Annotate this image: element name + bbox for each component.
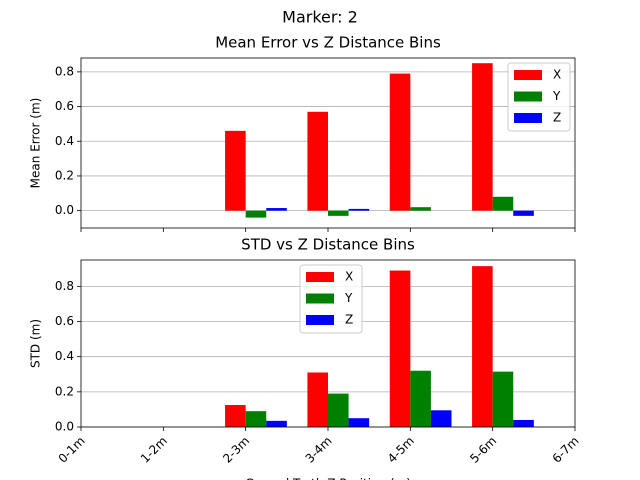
legend-swatch xyxy=(306,315,334,325)
bar xyxy=(513,419,534,427)
bar xyxy=(307,111,328,211)
bar xyxy=(266,420,287,427)
y-tick-label: 0.4 xyxy=(55,349,74,363)
bar xyxy=(245,411,267,427)
legend-label: Z xyxy=(345,313,353,327)
legend-swatch xyxy=(306,272,334,282)
bar xyxy=(307,372,328,427)
y-tick-label: 0.2 xyxy=(55,384,74,398)
y-tick-label: 0.6 xyxy=(55,314,74,328)
axes-title: Mean Error vs Z Distance Bins xyxy=(215,34,441,52)
y-tick-label: 0.8 xyxy=(55,64,74,78)
bar xyxy=(492,371,514,427)
legend-swatch xyxy=(514,91,542,102)
bar xyxy=(225,405,246,427)
axes-title: STD vs Z Distance Bins xyxy=(241,236,415,254)
legend-label: Y xyxy=(552,89,561,103)
y-tick-label: 0.2 xyxy=(55,168,74,182)
y-tick-label: 0.6 xyxy=(55,99,74,113)
y-axis-label: STD (m) xyxy=(29,319,43,368)
y-tick-label: 0.8 xyxy=(55,279,74,293)
legend-label: Z xyxy=(553,111,561,125)
bar xyxy=(472,63,493,211)
y-tick-label: 0.0 xyxy=(55,420,74,434)
legend-swatch xyxy=(306,293,334,304)
bar xyxy=(348,418,370,427)
bar xyxy=(430,410,452,427)
bar xyxy=(225,130,246,211)
bar xyxy=(513,210,534,216)
legend-label: X xyxy=(345,270,353,284)
bar xyxy=(328,393,349,427)
bar xyxy=(472,266,493,427)
bar xyxy=(389,270,411,427)
bar xyxy=(328,210,349,216)
bar xyxy=(266,208,287,211)
x-axis-label: Ground Truth Z Position (m) xyxy=(245,477,411,480)
bar xyxy=(245,210,267,218)
legend-swatch xyxy=(514,113,542,123)
legend-label: X xyxy=(553,68,561,82)
bar xyxy=(389,73,411,211)
y-tick-label: 0.4 xyxy=(55,134,74,148)
axes-frame xyxy=(80,57,576,229)
bar xyxy=(348,208,370,211)
axes-frame xyxy=(80,259,576,428)
bar xyxy=(410,370,431,427)
bar xyxy=(492,196,514,211)
y-tick-label: 0.0 xyxy=(55,203,74,217)
bar xyxy=(410,207,431,211)
legend-label: Y xyxy=(344,291,353,305)
legend-swatch xyxy=(514,70,542,80)
y-axis-label: Mean Error (m) xyxy=(29,98,43,189)
figure-title: Marker: 2 xyxy=(282,8,358,27)
